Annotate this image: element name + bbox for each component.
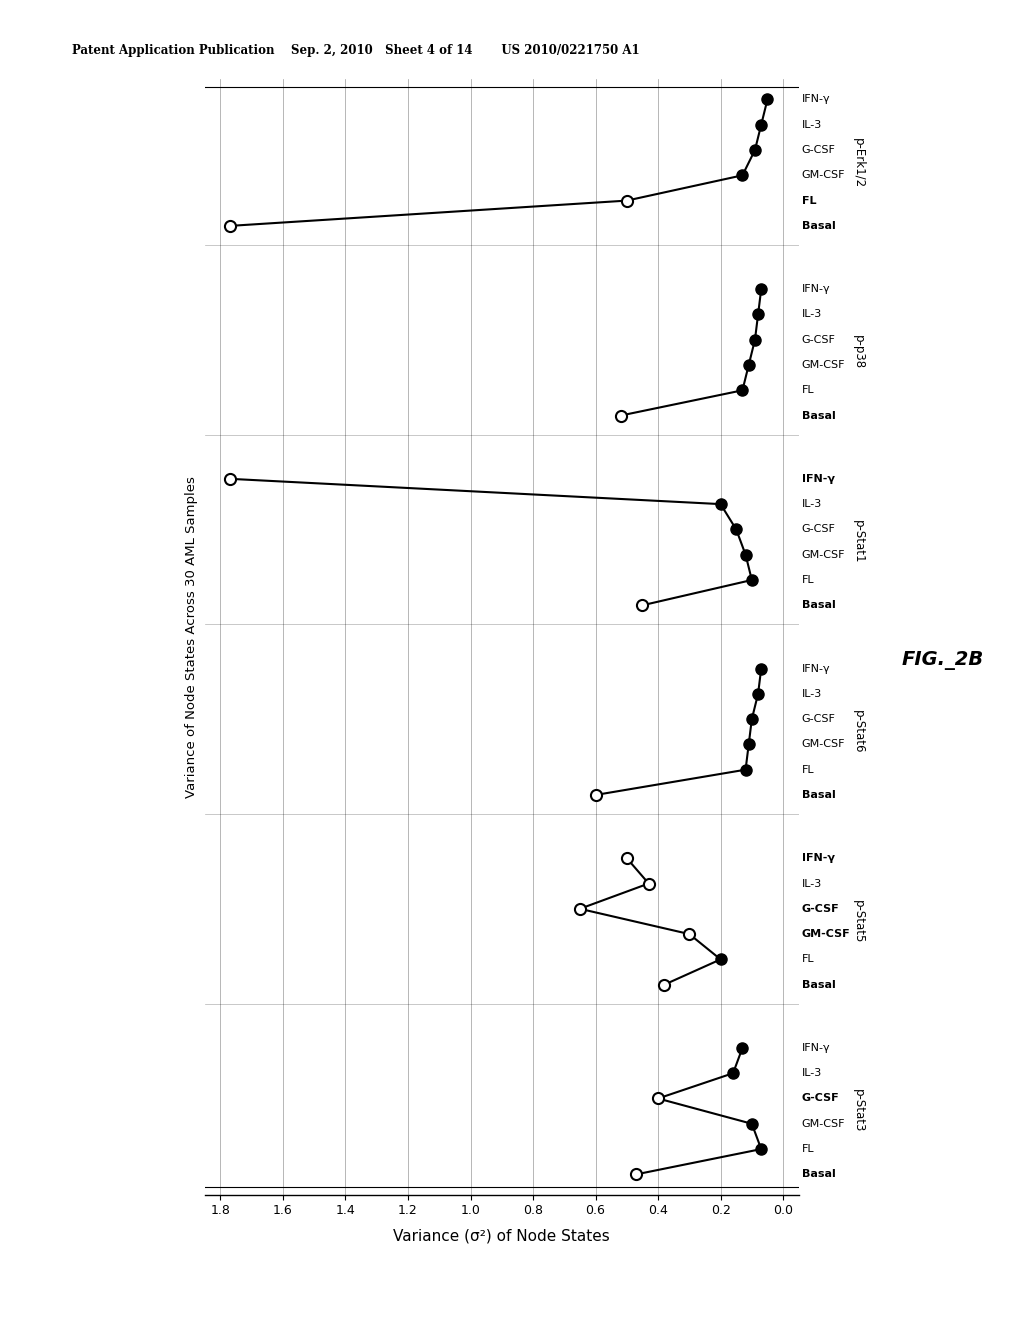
Text: Basal: Basal bbox=[802, 789, 836, 800]
Text: G-CSF: G-CSF bbox=[802, 145, 836, 154]
Text: Patent Application Publication    Sep. 2, 2010   Sheet 4 of 14       US 2010/022: Patent Application Publication Sep. 2, 2… bbox=[72, 44, 639, 57]
Text: FL: FL bbox=[802, 1144, 814, 1154]
Text: IFN-γ: IFN-γ bbox=[802, 95, 830, 104]
Text: G-CSF: G-CSF bbox=[802, 335, 836, 345]
Text: FL: FL bbox=[802, 385, 814, 395]
Text: G-CSF: G-CSF bbox=[802, 904, 840, 913]
Text: p-Stat1: p-Stat1 bbox=[852, 520, 864, 564]
Text: FIG._2B: FIG._2B bbox=[901, 651, 983, 669]
Text: IFN-γ: IFN-γ bbox=[802, 1043, 830, 1053]
Text: GM-CSF: GM-CSF bbox=[802, 739, 845, 750]
Text: Basal: Basal bbox=[802, 411, 836, 421]
Text: IL-3: IL-3 bbox=[802, 879, 822, 888]
Text: IL-3: IL-3 bbox=[802, 120, 822, 129]
Text: FL: FL bbox=[802, 764, 814, 775]
Text: Basal: Basal bbox=[802, 601, 836, 610]
Text: G-CSF: G-CSF bbox=[802, 524, 836, 535]
Text: GM-CSF: GM-CSF bbox=[802, 549, 845, 560]
Text: p-Stat3: p-Stat3 bbox=[852, 1089, 864, 1133]
X-axis label: Variance (σ²) of Node States: Variance (σ²) of Node States bbox=[393, 1229, 610, 1243]
Text: Basal: Basal bbox=[802, 1170, 836, 1179]
Text: Basal: Basal bbox=[802, 979, 836, 990]
Text: GM-CSF: GM-CSF bbox=[802, 170, 845, 181]
Text: IFN-γ: IFN-γ bbox=[802, 853, 835, 863]
Text: IL-3: IL-3 bbox=[802, 309, 822, 319]
Text: IL-3: IL-3 bbox=[802, 499, 822, 510]
Text: IFN-γ: IFN-γ bbox=[802, 664, 830, 673]
Text: Basal: Basal bbox=[802, 220, 836, 231]
Y-axis label: Variance of Node States Across 30 AML Samples: Variance of Node States Across 30 AML Sa… bbox=[185, 477, 198, 797]
Text: FL: FL bbox=[802, 195, 816, 206]
Text: p-Erk1/2: p-Erk1/2 bbox=[852, 137, 864, 187]
Text: GM-CSF: GM-CSF bbox=[802, 1119, 845, 1129]
Text: p-Stat6: p-Stat6 bbox=[852, 710, 864, 754]
Text: IFN-γ: IFN-γ bbox=[802, 284, 830, 294]
Text: p-Stat5: p-Stat5 bbox=[852, 900, 864, 942]
Text: GM-CSF: GM-CSF bbox=[802, 360, 845, 370]
Text: G-CSF: G-CSF bbox=[802, 714, 836, 725]
Text: IFN-γ: IFN-γ bbox=[802, 474, 835, 484]
Text: IL-3: IL-3 bbox=[802, 689, 822, 698]
Text: IL-3: IL-3 bbox=[802, 1068, 822, 1078]
Text: p-p38: p-p38 bbox=[852, 335, 864, 370]
Text: FL: FL bbox=[802, 576, 814, 585]
Text: G-CSF: G-CSF bbox=[802, 1093, 840, 1104]
Text: GM-CSF: GM-CSF bbox=[802, 929, 850, 939]
Text: FL: FL bbox=[802, 954, 814, 965]
